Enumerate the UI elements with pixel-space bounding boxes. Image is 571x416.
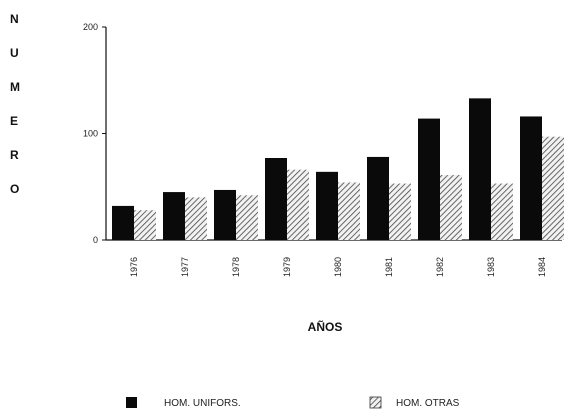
x-tick-label: 1979 (282, 257, 292, 277)
bar-hom-unifors-1983 (469, 98, 491, 240)
x-axis-ticks: 1976 1977 1978 1979 1980 1981 1982 1983 1984 (129, 257, 547, 277)
bar-hom-otras-1979 (287, 169, 309, 240)
bar-hom-otras-1981 (389, 183, 411, 240)
bar-hom-otras-1982 (440, 175, 462, 240)
legend: HOM. UNIFORS. HOM. OTRAS (126, 396, 460, 409)
x-axis-label: AÑOS (308, 319, 343, 334)
x-tick-label: 1976 (129, 257, 139, 277)
legend-label-hom-otras: HOM. OTRAS (396, 398, 460, 409)
bar-hom-unifors-1980 (316, 171, 338, 240)
legend-swatch-hom-unifors (126, 397, 137, 408)
y-axis-label-letter: R (10, 148, 19, 162)
y-axis-label-letter: O (10, 182, 19, 196)
bar-hom-otras-1978 (236, 195, 258, 240)
y-axis-label-letter: M (10, 80, 20, 94)
x-tick-label: 1981 (384, 257, 394, 277)
legend-label-hom-unifors: HOM. UNIFORS. (164, 398, 241, 409)
x-tick-label: 1983 (486, 257, 496, 277)
y-tick-label: 0 (93, 235, 98, 245)
bars (112, 98, 564, 240)
bar-hom-otras-1980 (338, 182, 360, 240)
x-tick-label: 1977 (180, 257, 190, 277)
bar-hom-otras-1977 (185, 197, 207, 240)
bar-hom-unifors-1984 (520, 116, 542, 240)
y-axis-ticks: 0 100 200 (83, 22, 106, 245)
bar-hom-unifors-1976 (112, 205, 134, 240)
x-tick-label: 1984 (537, 257, 547, 277)
x-tick-label: 1982 (435, 257, 445, 277)
y-tick-label: 100 (83, 129, 98, 139)
bar-hom-otras-1976 (134, 210, 156, 240)
y-tick-label: 200 (83, 22, 98, 32)
bar-hom-otras-1983 (491, 183, 513, 240)
bar-hom-unifors-1977 (163, 192, 185, 240)
y-axis-label-letter: N (10, 12, 19, 26)
bar-hom-otras-1984 (542, 136, 564, 240)
x-tick-label: 1980 (333, 257, 343, 277)
bar-hom-unifors-1979 (265, 157, 287, 240)
legend-swatch-hom-otras (369, 396, 382, 409)
bar-hom-unifors-1978 (214, 189, 236, 240)
bar-hom-unifors-1982 (418, 118, 440, 240)
y-axis-label: N U M E R O (10, 12, 20, 196)
y-axis-label-letter: U (10, 46, 19, 60)
x-tick-label: 1978 (231, 257, 241, 277)
bar-hom-unifors-1981 (367, 156, 389, 240)
y-axis-label-letter: E (10, 114, 18, 128)
